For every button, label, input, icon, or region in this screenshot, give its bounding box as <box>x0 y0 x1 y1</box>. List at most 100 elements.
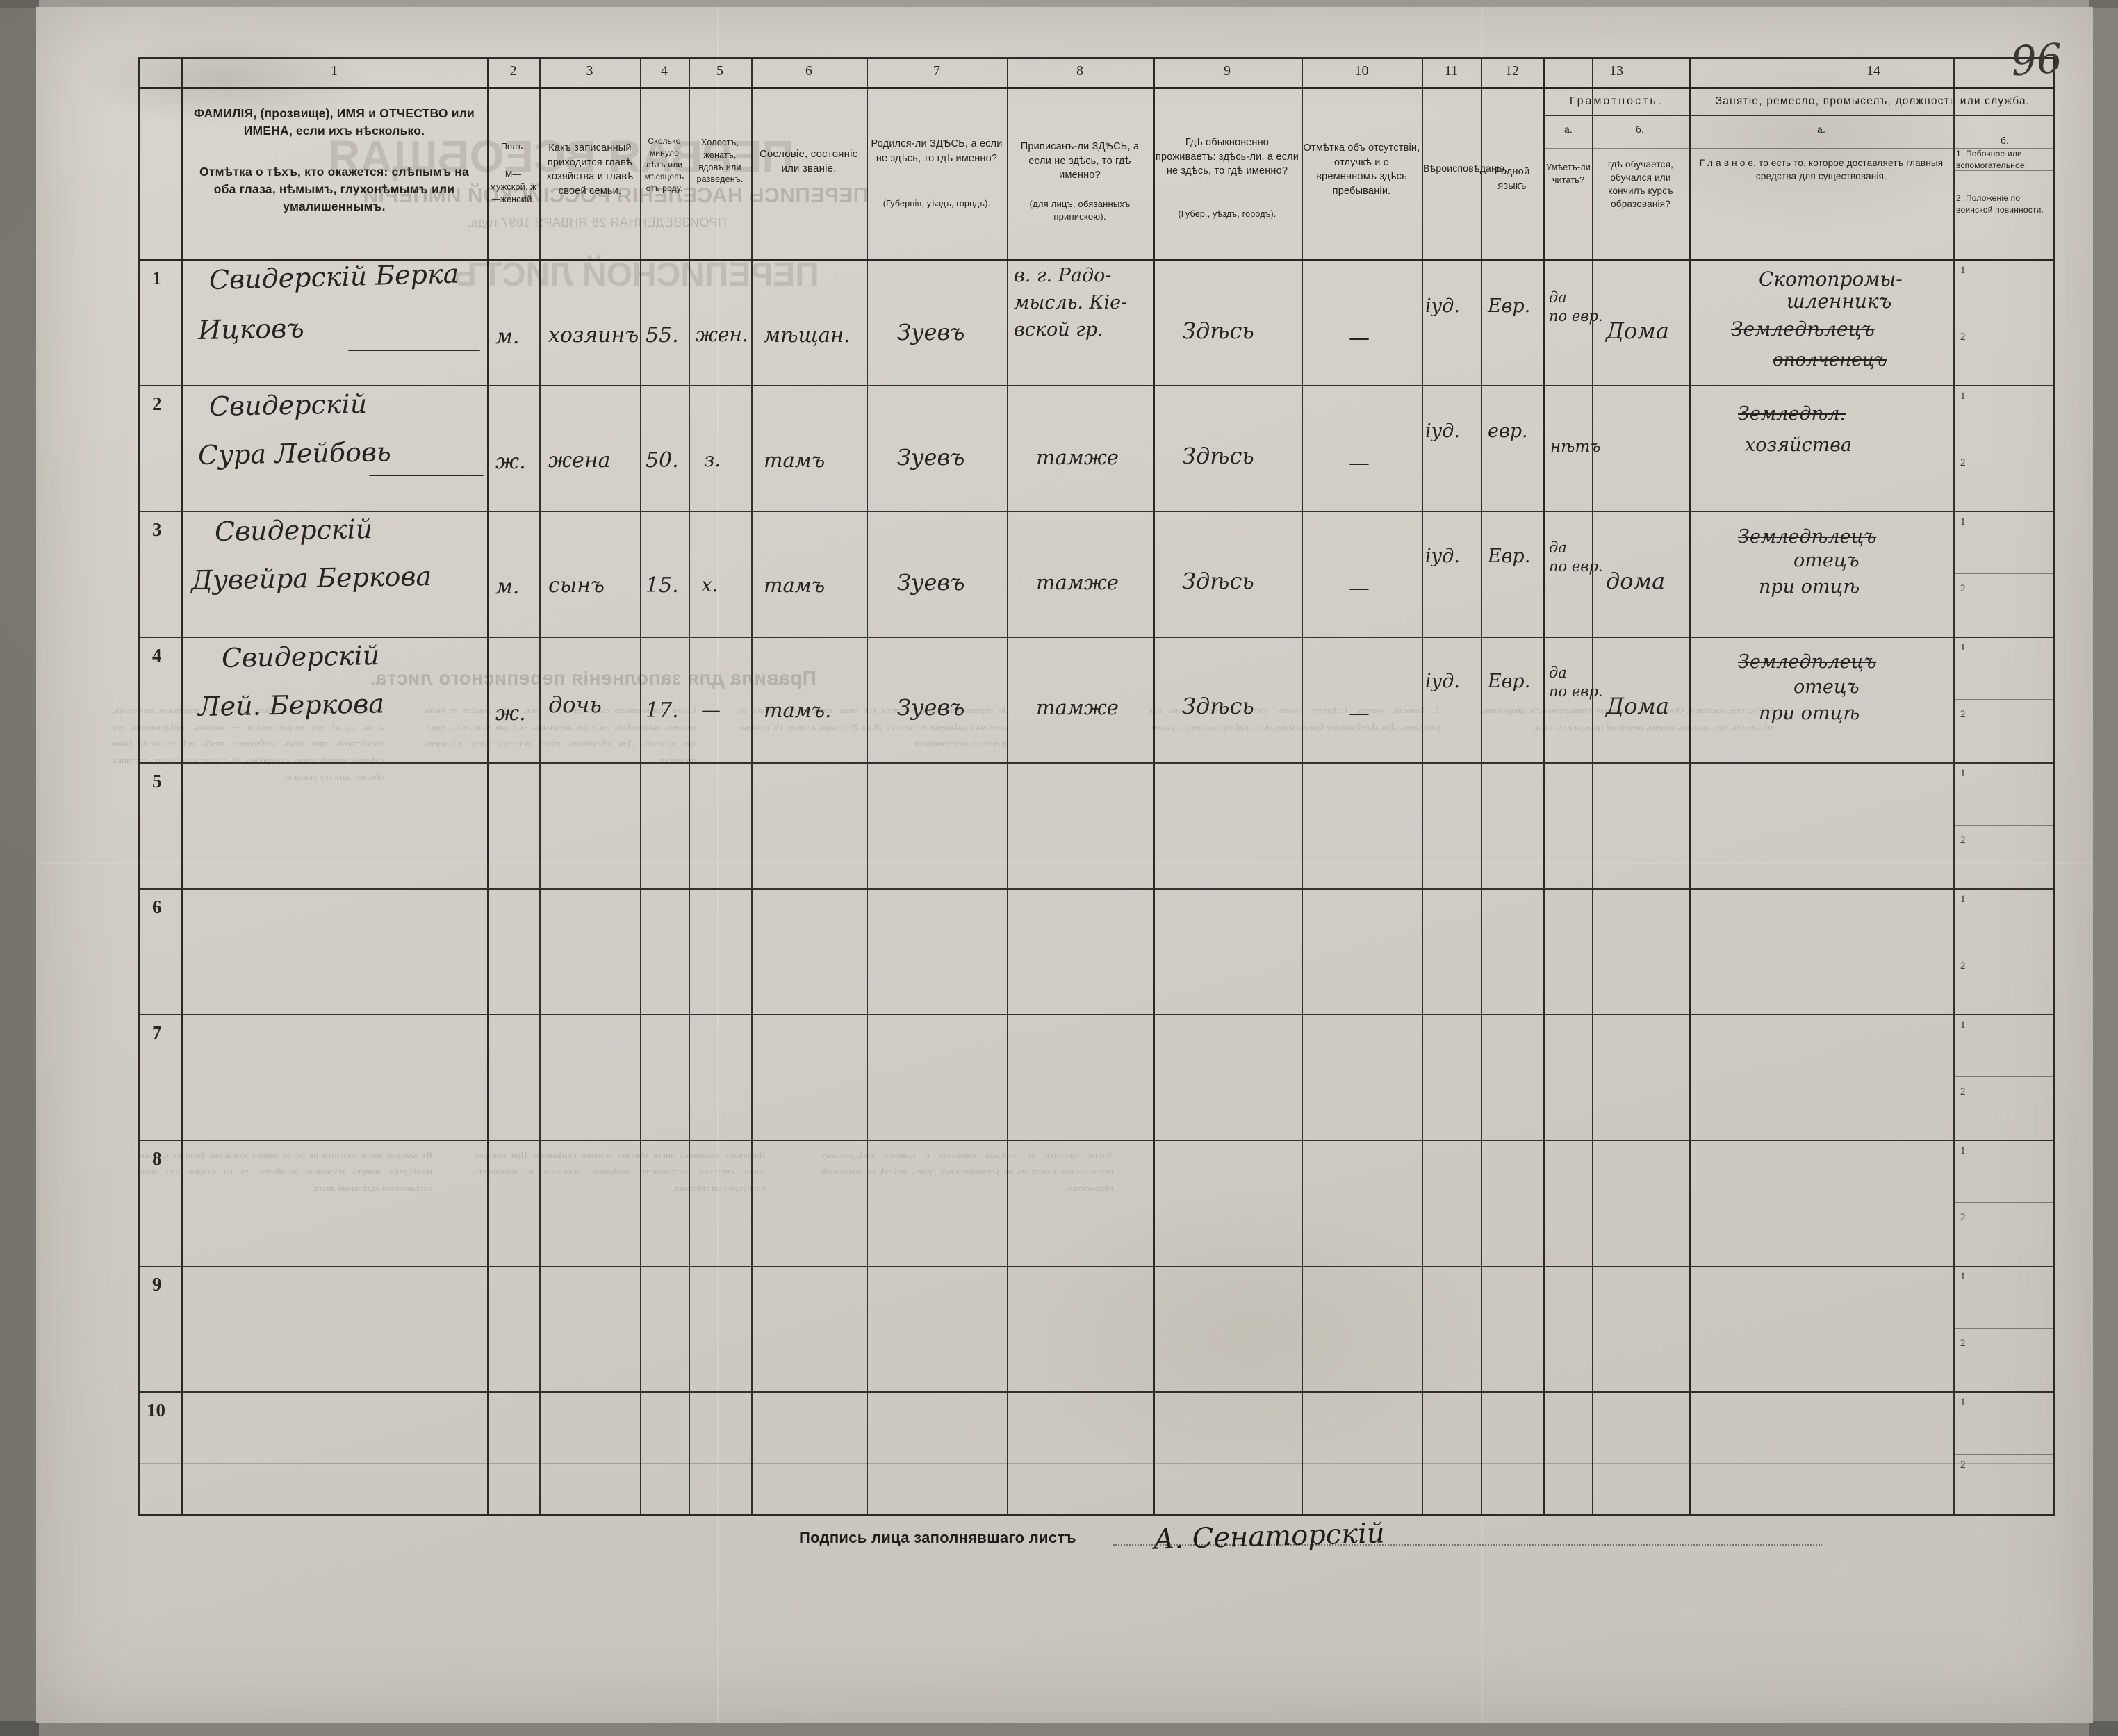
column-number: 2 <box>509 63 517 79</box>
subrow-label: 1 <box>1960 768 1966 779</box>
entry-underline <box>348 350 480 351</box>
column-5-title: Холостъ, женатъ, вдовъ или разведенъ. <box>696 138 744 185</box>
header-bottom-rule <box>140 259 2053 261</box>
column-8-note: (для лицъ, обязанныхъ припискою). <box>1029 199 1131 222</box>
signature-handwriting: А. Сенаторскiй <box>1153 1517 1386 1556</box>
col-divider <box>1689 59 1691 1514</box>
column-number: 4 <box>661 63 668 79</box>
column-13-title: Грамотность. <box>1569 95 1664 107</box>
entry-name: Ицковъ <box>197 313 305 345</box>
column-14-title: Занятiе, ремесло, промыселъ, должность и… <box>1715 95 2030 107</box>
subrow-label: 2 <box>1960 1212 1966 1223</box>
entry-birthplace: Зуевъ <box>897 319 965 345</box>
entry-registered: в. г. Радо- мысль. Кiе- вской гр. <box>1014 265 1128 341</box>
subrow-label: 2 <box>1960 583 1966 594</box>
col-divider <box>867 59 868 1514</box>
subrow-label: 2 <box>1960 1338 1966 1349</box>
column-number: 14 <box>1866 63 1880 79</box>
col-divider <box>751 59 753 1514</box>
entry-underline <box>369 475 484 476</box>
row-number: 8 <box>152 1148 162 1169</box>
column-14b-label: б. <box>2000 135 2010 146</box>
subrow-label: 1 <box>1960 1020 1966 1031</box>
entry-religion: iуд. <box>1425 295 1460 317</box>
subrow-label: 1 <box>1960 1271 1966 1282</box>
row-divider <box>140 385 2053 386</box>
column-1-note: Отмѣтка о тѣхъ, кто окажется: слѣпымъ на… <box>199 165 469 213</box>
subheader-rule <box>1543 115 2053 116</box>
entry-registered: тамже <box>1036 445 1119 469</box>
entry-name: Свидерскiй <box>221 640 380 673</box>
col-divider <box>1422 59 1423 1514</box>
column-number: 9 <box>1224 63 1231 79</box>
entry-occupation-struck: при отцѣ <box>1759 703 1860 724</box>
subrow-divider <box>1953 1454 2053 1455</box>
entry-occupation-sub: ополченецъ <box>1773 350 1887 370</box>
entry-age: 55. <box>646 323 679 347</box>
entry-occupation-main: шленникъ <box>1787 290 1892 313</box>
subrow-divider <box>1953 1076 2053 1077</box>
entry-age: 17. <box>646 698 679 723</box>
column-3-title: Какъ записанный приходится главѣ хозяйст… <box>546 142 634 197</box>
entry-estate: тамъ <box>764 573 826 597</box>
entry-occupation-struck: Земледѣлецъ <box>1731 318 1875 341</box>
subrow-label: 2 <box>1960 1459 1966 1471</box>
col-divider <box>1302 59 1303 1514</box>
col-divider <box>181 59 183 1514</box>
entry-sex: ж. <box>495 450 526 474</box>
entry-registered: тамже <box>1036 571 1119 594</box>
entry-absence: — <box>1349 451 1370 475</box>
column-number: 6 <box>805 63 812 79</box>
entry-relation: дочь <box>548 691 602 718</box>
col-divider <box>1481 59 1482 1514</box>
entry-occupation-main: Земледѣл. <box>1738 403 1846 425</box>
scan-edge-right <box>2089 0 2118 1736</box>
row-number: 3 <box>152 519 162 540</box>
paper-sheet: ПЕРВАЯ ВСЕОБЩАЯ ПЕРЕПИСЬ НАСЕЛЕНIЯ РОССI… <box>36 7 2093 1723</box>
col-divider <box>1543 59 1545 1514</box>
subheader-rule <box>1543 148 2053 149</box>
entry-residence: Здѣсь <box>1182 693 1254 719</box>
col-divider <box>1592 59 1593 1514</box>
entry-relation: хозяинъ <box>548 323 639 347</box>
subrow-divider <box>1953 825 2053 826</box>
subrow-label: 1 <box>1960 391 1966 402</box>
entry-birthplace: Зуевъ <box>897 444 965 470</box>
column-13a-label: а. <box>1563 124 1573 135</box>
entry-marital: з. <box>704 448 721 471</box>
census-table: 1 2 3 4 5 6 7 8 9 10 11 12 13 14 ФАМИЛIЯ… <box>138 57 2055 1516</box>
column-number: 13 <box>1609 63 1623 79</box>
row-number: 9 <box>152 1274 162 1295</box>
entry-education: дома <box>1606 568 1666 594</box>
entry-registered: тамже <box>1036 696 1119 719</box>
entry-literate: нѣтъ <box>1550 438 1601 456</box>
column-number: 8 <box>1076 63 1083 79</box>
entry-name: Сура Лейбовь <box>197 436 392 470</box>
entry-age: 15. <box>646 573 679 598</box>
subrow-label: 2 <box>1960 457 1966 468</box>
col-divider <box>1953 59 1955 1514</box>
entry-birthplace: Зуевъ <box>897 569 965 596</box>
scan-edge-left <box>0 0 39 1736</box>
column-14b1-title: 1. Побочное или вспомогательное. <box>1956 149 2028 171</box>
column-2-title: Полъ. <box>500 142 526 152</box>
entry-occupation-main: Земледѣлецъ <box>1738 651 1877 673</box>
row-divider <box>140 1463 2053 1464</box>
subrow-label: 2 <box>1960 960 1966 972</box>
entry-sex: м. <box>495 325 520 349</box>
subrow-label: 1 <box>1960 1397 1966 1408</box>
column-11-title: Вѣроисповѣданiе. <box>1423 163 1508 174</box>
column-7-title: Родился-ли ЗДѢСЬ, а если не здѣсь, то гд… <box>871 138 1003 164</box>
entry-name: Свидерскiй Берка <box>208 258 459 295</box>
entry-name: Лей. Беркова <box>197 688 385 722</box>
subrow-divider <box>1953 699 2053 700</box>
column-13b-title: гдѣ обучается, обучался или кончилъ курс… <box>1607 159 1674 210</box>
page-number: 96 <box>2009 34 2064 85</box>
row-divider <box>140 1391 2053 1393</box>
entry-residence: Здѣсь <box>1182 318 1254 344</box>
subrow-label: 1 <box>1960 894 1966 905</box>
subrow-label: 1 <box>1960 642 1966 653</box>
column-number: 1 <box>331 63 338 79</box>
entry-language: евр. <box>1488 420 1528 442</box>
column-number: 5 <box>716 63 723 79</box>
